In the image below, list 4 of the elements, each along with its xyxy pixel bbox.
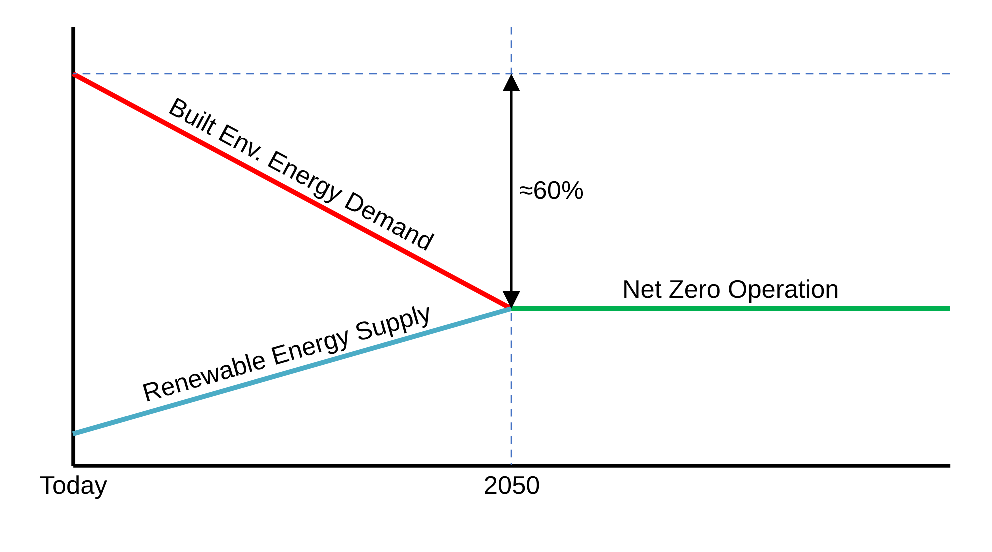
annotation: ≈60% [519,177,584,206]
x-tick-label: 2050 [484,472,540,500]
series-label: Net Zero Operation [622,276,840,304]
x-tick-label: Today [40,472,108,500]
